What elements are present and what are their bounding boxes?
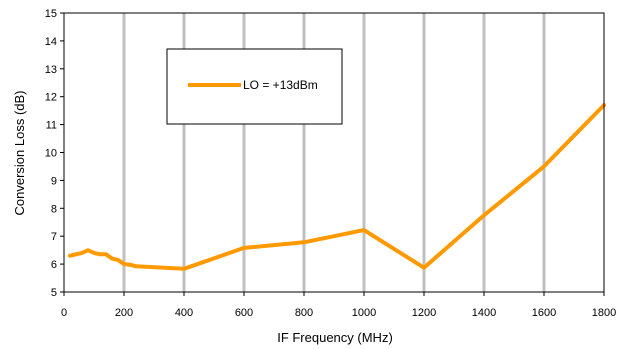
x-tick-label: 0	[61, 307, 67, 319]
y-tick-label: 8	[51, 203, 57, 215]
y-axis-title: Conversion Loss (dB)	[12, 91, 27, 216]
y-tick-label: 12	[45, 92, 57, 104]
legend-label: LO = +13dBm	[243, 78, 318, 92]
y-tick-label: 7	[51, 231, 57, 243]
x-tick-label: 800	[295, 307, 313, 319]
x-tick-label: 1400	[472, 307, 496, 319]
x-tick-label: 400	[175, 307, 193, 319]
y-tick-label: 15	[45, 8, 57, 20]
x-tick-label: 1800	[592, 307, 616, 319]
y-tick-label: 14	[45, 36, 57, 48]
x-tick-label: 600	[235, 307, 253, 319]
y-tick-label: 13	[45, 64, 57, 76]
y-tick-label: 6	[51, 259, 57, 271]
y-tick-label: 5	[51, 287, 57, 299]
series-line	[68, 103, 606, 271]
y-tick-label: 9	[51, 175, 57, 187]
x-tick-label: 1600	[532, 307, 556, 319]
x-axis-title: IF Frequency (MHz)	[277, 330, 393, 345]
y-tick-label: 11	[46, 120, 57, 132]
x-tick-label: 200	[115, 307, 133, 319]
y-tick-label: 10	[45, 148, 57, 160]
x-tick-label: 1000	[352, 307, 376, 319]
legend: LO = +13dBm	[166, 48, 343, 125]
x-tick-label: 1200	[412, 307, 436, 319]
